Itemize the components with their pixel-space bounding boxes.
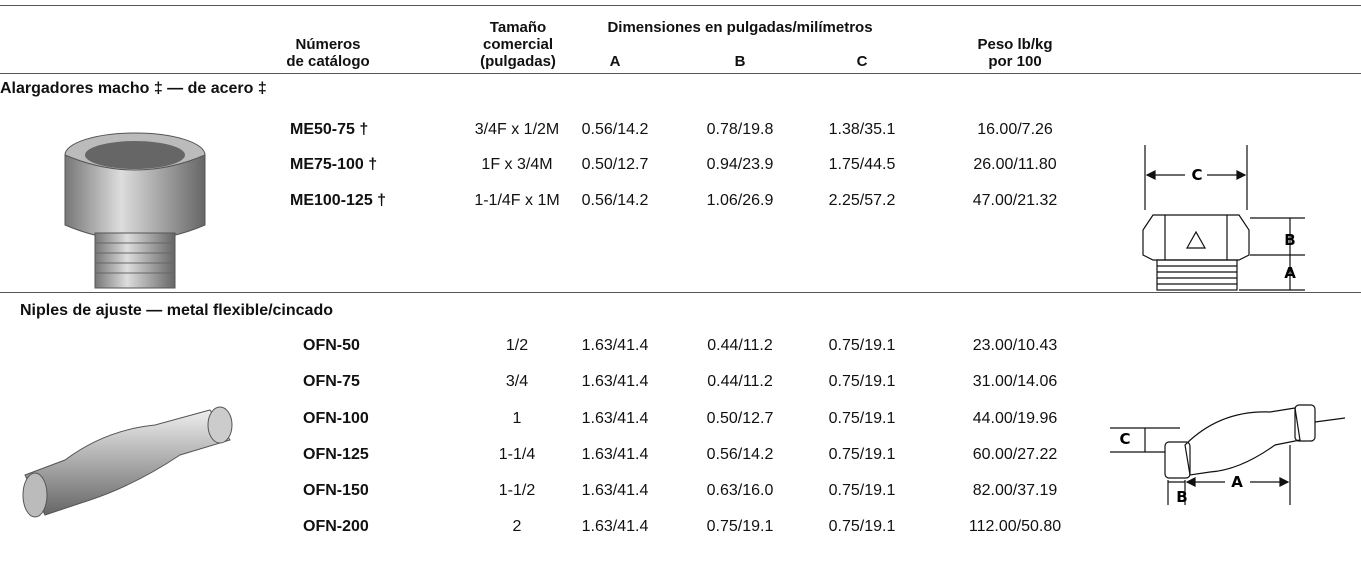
diagram-label: A (1231, 473, 1243, 491)
header-weight: por 100 (988, 53, 1042, 70)
weight: 16.00/7.26 (977, 121, 1053, 138)
weight: 44.00/19.96 (972, 410, 1058, 427)
catalog-number: OFN-150 (303, 482, 369, 499)
dim-a: 0.56/14.2 (581, 121, 649, 138)
weight: 31.00/14.06 (972, 373, 1058, 390)
diagram-label: B (1176, 488, 1187, 506)
dim-b: 0.44/11.2 (707, 337, 773, 354)
catalog-number: ME50-75 † (290, 121, 369, 138)
dim-a: 0.56/14.2 (581, 192, 649, 209)
diagram-nipple: C A B (1110, 404, 1346, 506)
photo-extender (64, 132, 206, 289)
dim-a: 1.63/41.4 (581, 337, 649, 354)
section-rule (0, 292, 1361, 293)
weight: 82.00/37.19 (972, 482, 1058, 499)
dim-c: 0.75/19.1 (828, 410, 896, 427)
dim-b: 0.63/16.0 (706, 482, 774, 499)
header-dimensions: Dimensiones en pulgadas/milímetros (607, 19, 873, 36)
dim-c: 0.75/19.1 (828, 482, 896, 499)
diagram-label: B (1284, 231, 1295, 249)
trade-size: 1-1/2 (498, 482, 536, 499)
dim-a: 1.63/41.4 (581, 373, 649, 390)
dim-c: 0.75/19.1 (828, 337, 896, 354)
dim-b: 0.75/19.1 (706, 518, 774, 535)
weight: 47.00/21.32 (972, 192, 1058, 209)
dim-b: 0.78/19.8 (706, 121, 774, 138)
trade-size: 1-1/4 (498, 446, 536, 463)
diagram-extender: C B A (1142, 145, 1305, 291)
section-title: Niples de ajuste — metal flexible/cincad… (20, 302, 333, 319)
catalog-number: OFN-100 (303, 410, 369, 427)
trade-size: 3/4 (505, 373, 529, 390)
catalog-number: OFN-125 (303, 446, 369, 463)
header-catalog: Números (295, 36, 361, 53)
trade-size: 1F x 3/4M (481, 156, 553, 173)
header-dim: B (734, 53, 746, 70)
trade-size: 3/4F x 1/2M (474, 121, 560, 138)
diagram-label: C (1191, 166, 1202, 184)
header-size: (pulgadas) (480, 53, 556, 70)
section-title: Alargadores macho ‡ — de acero ‡ (0, 80, 267, 97)
header-catalog: de catálogo (286, 53, 370, 70)
catalog-number: OFN-200 (303, 518, 369, 535)
trade-size: 2 (512, 518, 522, 535)
dim-b: 0.50/12.7 (706, 410, 774, 427)
dim-b: 1.06/26.9 (706, 192, 774, 209)
dim-b: 0.94/23.9 (706, 156, 774, 173)
catalog-number: ME100-125 † (290, 192, 387, 209)
dim-c: 1.75/44.5 (828, 156, 896, 173)
dim-c: 0.75/19.1 (828, 518, 896, 535)
dim-a: 1.63/41.4 (581, 410, 649, 427)
weight: 23.00/10.43 (972, 337, 1058, 354)
catalog-number: OFN-75 (303, 373, 360, 390)
catalog-number: ME75-100 † (290, 156, 378, 173)
header-weight: Peso lb/kg (977, 36, 1053, 53)
header-size: comercial (482, 36, 554, 53)
diagram-label: C (1119, 430, 1130, 448)
header-dim: A (609, 53, 621, 70)
catalog-number: OFN-50 (303, 337, 360, 354)
trade-size: 1/2 (505, 337, 529, 354)
header-dim: C (856, 53, 868, 70)
dim-c: 0.75/19.1 (828, 373, 896, 390)
trade-size: 1 (512, 410, 522, 427)
dim-b: 0.44/11.2 (707, 373, 773, 390)
dim-a: 1.63/41.4 (581, 518, 649, 535)
diagram-label: A (1284, 264, 1296, 282)
dim-a: 1.63/41.4 (581, 446, 649, 463)
dim-a: 1.63/41.4 (581, 482, 649, 499)
weight: 26.00/11.80 (973, 156, 1057, 173)
dim-c: 2.25/57.2 (828, 192, 896, 209)
header-size: Tamaño (489, 19, 547, 36)
dim-a: 0.50/12.7 (581, 156, 649, 173)
photo-nipple (22, 406, 233, 518)
header-rule (0, 73, 1361, 74)
dim-c: 0.75/19.1 (828, 446, 896, 463)
dim-c: 1.38/35.1 (828, 121, 896, 138)
trade-size: 1-1/4F x 1M (474, 192, 560, 209)
dim-b: 0.56/14.2 (706, 446, 774, 463)
top-rule (0, 5, 1361, 6)
weight: 60.00/27.22 (972, 446, 1058, 463)
weight: 112.00/50.80 (968, 518, 1062, 535)
